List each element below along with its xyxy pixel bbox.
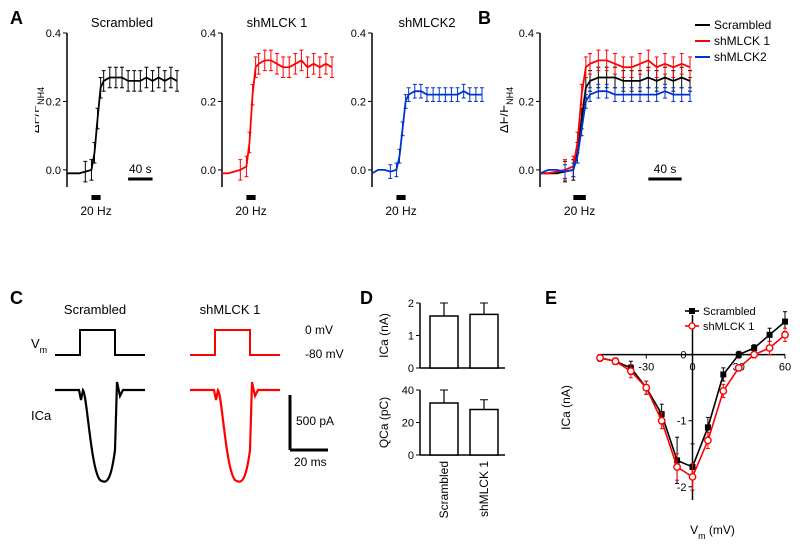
svg-text:shMLCK 1: shMLCK 1: [714, 34, 770, 48]
svg-text:0.2: 0.2: [46, 96, 61, 108]
svg-text:1: 1: [408, 331, 414, 343]
svg-text:shMLCK2: shMLCK2: [398, 15, 455, 30]
svg-text:0.2: 0.2: [351, 96, 366, 108]
svg-text:0.2: 0.2: [201, 96, 216, 108]
svg-text:ΔF/FNH4: ΔF/FNH4: [35, 87, 46, 133]
svg-text:0.0: 0.0: [519, 165, 534, 177]
svg-text:ICa (nA): ICa (nA): [560, 385, 573, 430]
svg-text:ICa (nA): ICa (nA): [378, 313, 391, 358]
panel-label-a: A: [10, 8, 23, 29]
panel-e: -3003060-2-10ICa (nA)Vm (mV)ScrambledshM…: [560, 295, 795, 540]
svg-text:shMLCK 1: shMLCK 1: [200, 302, 261, 317]
svg-text:ΔF/FNH4: ΔF/FNH4: [500, 87, 515, 133]
svg-text:40 s: 40 s: [129, 162, 152, 176]
svg-text:40 s: 40 s: [654, 162, 677, 176]
svg-text:Scrambled: Scrambled: [91, 15, 153, 30]
svg-text:40: 40: [402, 385, 414, 397]
svg-text:Scrambled: Scrambled: [437, 461, 451, 518]
svg-text:20 Hz: 20 Hz: [385, 204, 416, 218]
svg-text:0.0: 0.0: [46, 165, 61, 177]
panel-a-subplot-2: shMLCK 1 0.0 0.2 0.4 20 Hz: [190, 15, 340, 235]
panel-a-subplot-1: Scrambled 0.0 0.2 0.4 ΔF/FNH4 20 Hz 40 s: [35, 15, 185, 235]
svg-text:0.4: 0.4: [46, 28, 61, 40]
svg-text:0: 0: [689, 362, 695, 374]
svg-text:shMLCK 1: shMLCK 1: [477, 461, 491, 517]
svg-text:shMLCK2: shMLCK2: [714, 50, 767, 64]
svg-text:0.4: 0.4: [519, 28, 534, 40]
svg-text:-1: -1: [677, 416, 687, 428]
svg-text:0.2: 0.2: [519, 96, 534, 108]
svg-text:Scrambled: Scrambled: [714, 18, 771, 32]
svg-text:shMLCK 1: shMLCK 1: [703, 321, 754, 333]
svg-text:Vm: Vm: [31, 336, 47, 355]
svg-text:Vm (mV): Vm (mV): [690, 523, 735, 540]
panel-label-c: C: [10, 288, 23, 309]
svg-text:20 ms: 20 ms: [294, 455, 327, 469]
svg-text:0: 0: [408, 363, 414, 375]
panel-d: 0 1 2 ICa (nA) 0 20 40 QCa (pC) Scrambled shMLCK …: [378, 295, 548, 545]
svg-text:shMLCK 1: shMLCK 1: [247, 15, 308, 30]
svg-text:0: 0: [408, 450, 414, 462]
svg-text:20 Hz: 20 Hz: [235, 204, 266, 218]
svg-text:ICa: ICa: [31, 408, 52, 423]
svg-text:Scrambled: Scrambled: [64, 302, 126, 317]
svg-text:0.0: 0.0: [351, 165, 366, 177]
panel-b-chart: 0.0 0.2 0.4 ΔF/FNH4 20 Hz 40 s Scrambled shMLCK…: [500, 15, 790, 235]
svg-text:0.4: 0.4: [351, 28, 366, 40]
svg-text:20 Hz: 20 Hz: [564, 204, 595, 218]
panel-a-subplot-3: shMLCK2 0.0 0.2 0.4 20 Hz: [340, 15, 490, 235]
svg-text:0.4: 0.4: [201, 28, 216, 40]
svg-text:60: 60: [779, 362, 791, 374]
svg-text:0.0: 0.0: [201, 165, 216, 177]
svg-text:20 Hz: 20 Hz: [80, 204, 111, 218]
svg-text:0 mV: 0 mV: [305, 323, 333, 337]
svg-text:20: 20: [402, 418, 414, 430]
svg-text:-80 mV: -80 mV: [305, 347, 344, 361]
svg-text:500 pA: 500 pA: [296, 414, 334, 428]
svg-text:0: 0: [680, 350, 686, 362]
svg-text:-30: -30: [638, 362, 654, 374]
svg-text:Scrambled: Scrambled: [703, 306, 756, 318]
svg-text:QCa (pC): QCa (pC): [378, 397, 391, 448]
svg-text:2: 2: [408, 298, 414, 310]
panel-c: Scrambled shMLCK 1 Vm ICa 0 mV -80 mV 500 pA 20…: [25, 300, 365, 540]
